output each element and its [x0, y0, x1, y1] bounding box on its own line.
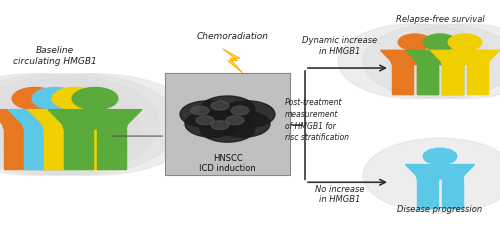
Polygon shape [98, 129, 126, 169]
Circle shape [52, 87, 98, 110]
Text: HNSCC: HNSCC [212, 154, 242, 163]
Circle shape [211, 121, 229, 130]
Text: ICD induction: ICD induction [199, 164, 256, 173]
Text: Chemoradiation: Chemoradiation [196, 32, 268, 41]
Circle shape [398, 34, 432, 50]
Polygon shape [57, 110, 82, 124]
Circle shape [220, 101, 275, 128]
Polygon shape [44, 129, 72, 169]
Polygon shape [0, 110, 72, 129]
Polygon shape [392, 65, 413, 94]
Circle shape [423, 34, 457, 50]
Polygon shape [117, 110, 142, 124]
Circle shape [12, 87, 58, 110]
Polygon shape [28, 110, 53, 124]
Polygon shape [417, 65, 438, 94]
Polygon shape [64, 129, 92, 169]
Polygon shape [442, 179, 463, 208]
Polygon shape [97, 110, 122, 124]
Polygon shape [38, 110, 112, 129]
Circle shape [363, 138, 500, 213]
Circle shape [226, 116, 244, 125]
Polygon shape [413, 165, 467, 179]
Circle shape [0, 74, 180, 175]
Polygon shape [417, 179, 438, 208]
Polygon shape [406, 165, 424, 175]
Polygon shape [442, 65, 463, 94]
Polygon shape [442, 65, 463, 94]
Text: Post-treatment
measurement
of HMGB1 for
risc stratification: Post-treatment measurement of HMGB1 for … [285, 98, 349, 142]
Polygon shape [430, 50, 449, 61]
Circle shape [388, 24, 500, 99]
Circle shape [0, 74, 160, 175]
Circle shape [191, 106, 209, 115]
Polygon shape [48, 110, 73, 124]
Circle shape [363, 24, 500, 99]
Polygon shape [24, 129, 52, 169]
Polygon shape [4, 129, 32, 169]
Circle shape [211, 101, 229, 110]
FancyBboxPatch shape [165, 73, 290, 175]
Polygon shape [467, 65, 488, 94]
Polygon shape [77, 110, 102, 124]
Circle shape [32, 87, 78, 110]
Circle shape [448, 34, 482, 50]
Polygon shape [413, 50, 467, 65]
Polygon shape [431, 50, 450, 61]
Circle shape [338, 24, 492, 99]
Polygon shape [456, 165, 474, 175]
Polygon shape [406, 50, 424, 61]
Circle shape [0, 74, 140, 175]
Polygon shape [18, 110, 92, 129]
Circle shape [200, 115, 255, 142]
Text: Dynamic increase
in HMGB1: Dynamic increase in HMGB1 [302, 36, 378, 56]
Polygon shape [78, 129, 106, 169]
Polygon shape [380, 50, 399, 61]
Text: Disease progression: Disease progression [398, 205, 482, 214]
Text: No increase
in HMGB1: No increase in HMGB1 [316, 185, 365, 204]
Circle shape [231, 106, 249, 115]
Polygon shape [58, 129, 86, 169]
Polygon shape [58, 110, 132, 129]
Polygon shape [456, 50, 474, 61]
Polygon shape [0, 110, 13, 124]
Circle shape [215, 111, 270, 137]
Polygon shape [8, 110, 33, 124]
Circle shape [423, 148, 457, 165]
Circle shape [185, 111, 240, 137]
Circle shape [200, 96, 255, 123]
Polygon shape [388, 50, 442, 65]
Circle shape [180, 101, 235, 128]
Polygon shape [38, 129, 66, 169]
Polygon shape [417, 65, 438, 94]
Polygon shape [481, 50, 500, 61]
Text: Relapse-free survival: Relapse-free survival [396, 15, 484, 24]
Polygon shape [222, 49, 242, 73]
Circle shape [72, 87, 118, 110]
Text: Baseline
circulating HMGB1: Baseline circulating HMGB1 [13, 46, 97, 66]
Polygon shape [438, 50, 492, 65]
Circle shape [0, 74, 200, 175]
Circle shape [196, 116, 214, 125]
